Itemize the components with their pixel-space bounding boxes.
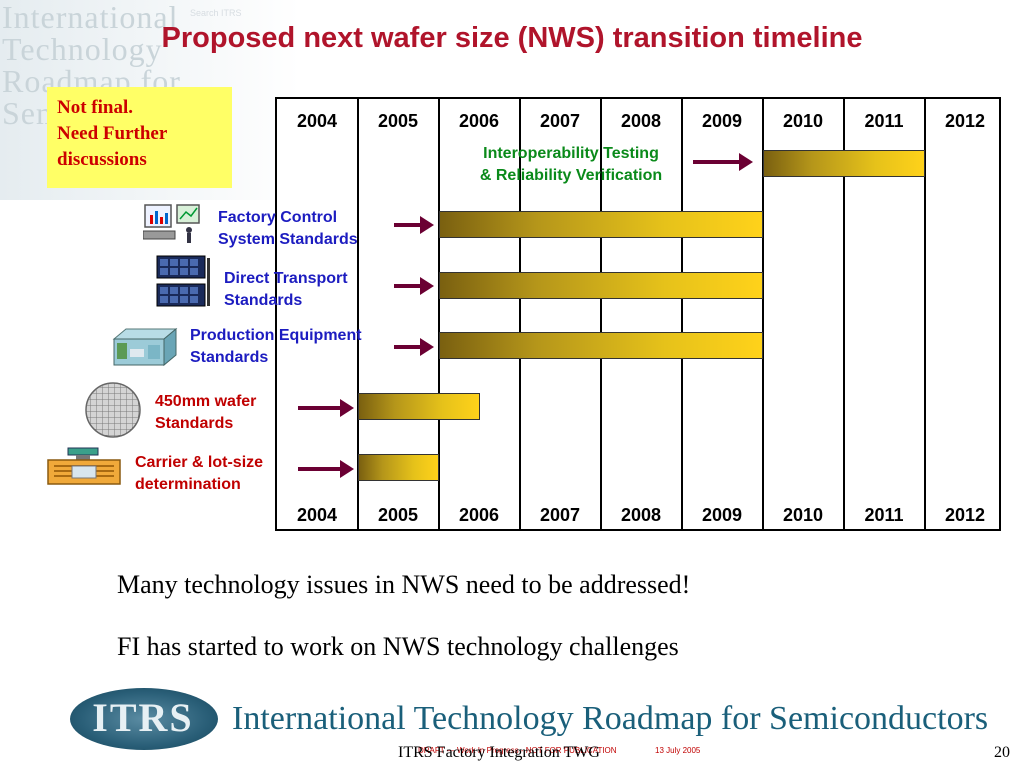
year-label-bottom: 2010 xyxy=(782,505,824,525)
timeline-bar-450mm-wafer xyxy=(358,393,480,420)
slide-title: Proposed next wafer size (NWS) transitio… xyxy=(161,22,863,54)
year-label-top: 2010 xyxy=(782,111,824,131)
year-label-top: 2011 xyxy=(864,111,904,131)
row-label-line-1: 450mm wafer xyxy=(155,393,257,410)
row-label-line-2: Standards xyxy=(190,349,269,366)
body-text-line-2: FI has started to work on NWS technology… xyxy=(117,632,679,661)
year-label-bottom: 2008 xyxy=(620,505,662,525)
note-line-3: discussions xyxy=(57,149,147,170)
grid-divider xyxy=(600,99,602,529)
itrs-logo-globe-icon xyxy=(70,688,218,750)
arrow-right-icon xyxy=(394,216,434,234)
row-label-carrier-lot-size: Carrier & lot-size determination xyxy=(135,452,263,496)
year-label-bottom: 2005 xyxy=(377,505,419,525)
grid-divider xyxy=(924,99,926,529)
row-label-line-1: Interoperability Testing xyxy=(483,145,659,162)
grid-divider xyxy=(681,99,683,529)
row-label-factory-control: Factory Control System Standards xyxy=(218,207,358,251)
computer-chart-icon xyxy=(143,204,200,243)
footer-date: 13 July 2005 xyxy=(655,746,701,755)
note-line-1: Not final. xyxy=(57,97,133,118)
timeline-bar-direct-transport xyxy=(439,272,763,299)
arrow-right-icon xyxy=(298,399,354,417)
grid-divider xyxy=(519,99,521,529)
arrow-right-icon xyxy=(394,277,434,295)
grid-divider xyxy=(843,99,845,529)
year-label-bottom: 2004 xyxy=(296,505,338,525)
row-label-line-2: System Standards xyxy=(218,231,358,248)
row-label-line-1: Carrier & lot-size xyxy=(135,454,264,471)
row-label-line-2: & Reliability Verification xyxy=(479,167,663,184)
row-label-line-1: Factory Control xyxy=(218,209,338,226)
arrow-right-icon xyxy=(693,153,753,171)
timeline-bar-interoperability xyxy=(763,150,925,177)
row-label-line-2: determination xyxy=(135,476,241,493)
year-label-top: 2005 xyxy=(377,111,419,131)
watermark-search-link: Search ITRS xyxy=(190,8,242,18)
note-line-2: Need Further xyxy=(57,123,168,144)
row-label-direct-transport: Direct Transport Standards xyxy=(224,268,348,312)
year-label-top: 2008 xyxy=(620,111,662,131)
row-label-line-2: Standards xyxy=(155,415,234,432)
note-box: Not final. Need Further discussions xyxy=(47,87,232,188)
row-label-interoperability: Interoperability Testing & Reliability V… xyxy=(455,143,687,187)
transport-rack-icon xyxy=(156,255,210,307)
wafer-icon xyxy=(85,382,141,438)
row-label-line-1: Direct Transport xyxy=(224,270,348,287)
year-label-bottom: 2009 xyxy=(701,505,743,525)
year-label-top: 2009 xyxy=(701,111,743,131)
year-label-top: 2012 xyxy=(944,111,986,131)
footer-organization-name: International Technology Roadmap for Sem… xyxy=(232,700,989,737)
row-label-production-equipment: Production Equipment Standards xyxy=(190,325,362,369)
watermark-line-2: Technology xyxy=(2,31,163,67)
row-label-450mm-wafer: 450mm wafer Standards xyxy=(155,391,256,435)
carrier-icon xyxy=(47,447,121,485)
footer-draft-note: DRAFT — Work In Progress - NOT FOR PUBLI… xyxy=(418,746,617,755)
year-label-top: 2007 xyxy=(539,111,581,131)
body-text-line-1: Many technology issues in NWS need to be… xyxy=(117,570,691,599)
arrow-right-icon xyxy=(298,460,354,478)
timeline-bar-carrier-lot-size xyxy=(358,454,439,481)
itrs-logo-text: ITRS xyxy=(92,695,194,740)
grid-divider xyxy=(438,99,440,529)
row-label-line-1: Production Equipment xyxy=(190,327,362,344)
arrow-right-icon xyxy=(394,338,434,356)
year-label-bottom: 2011 xyxy=(864,505,904,525)
year-label-bottom: 2006 xyxy=(458,505,500,525)
year-label-top: 2006 xyxy=(458,111,500,131)
row-label-line-2: Standards xyxy=(224,292,303,309)
timeline-bar-production-equipment xyxy=(439,332,763,359)
timeline-bar-factory-control xyxy=(439,211,763,238)
timeline-grid: 2004 2005 2006 2007 2008 2009 2010 2011 … xyxy=(275,97,1001,531)
grid-divider xyxy=(762,99,764,529)
grid-divider xyxy=(357,99,359,529)
year-label-bottom: 2012 xyxy=(944,505,986,525)
footer-twg: ITRS Factory Integration TWG xyxy=(398,744,600,761)
equipment-icon xyxy=(112,327,178,367)
year-label-bottom: 2007 xyxy=(539,505,581,525)
year-label-top: 2004 xyxy=(296,111,338,131)
watermark-line-1: International xyxy=(2,0,179,35)
page-number: 20 xyxy=(994,744,1010,761)
